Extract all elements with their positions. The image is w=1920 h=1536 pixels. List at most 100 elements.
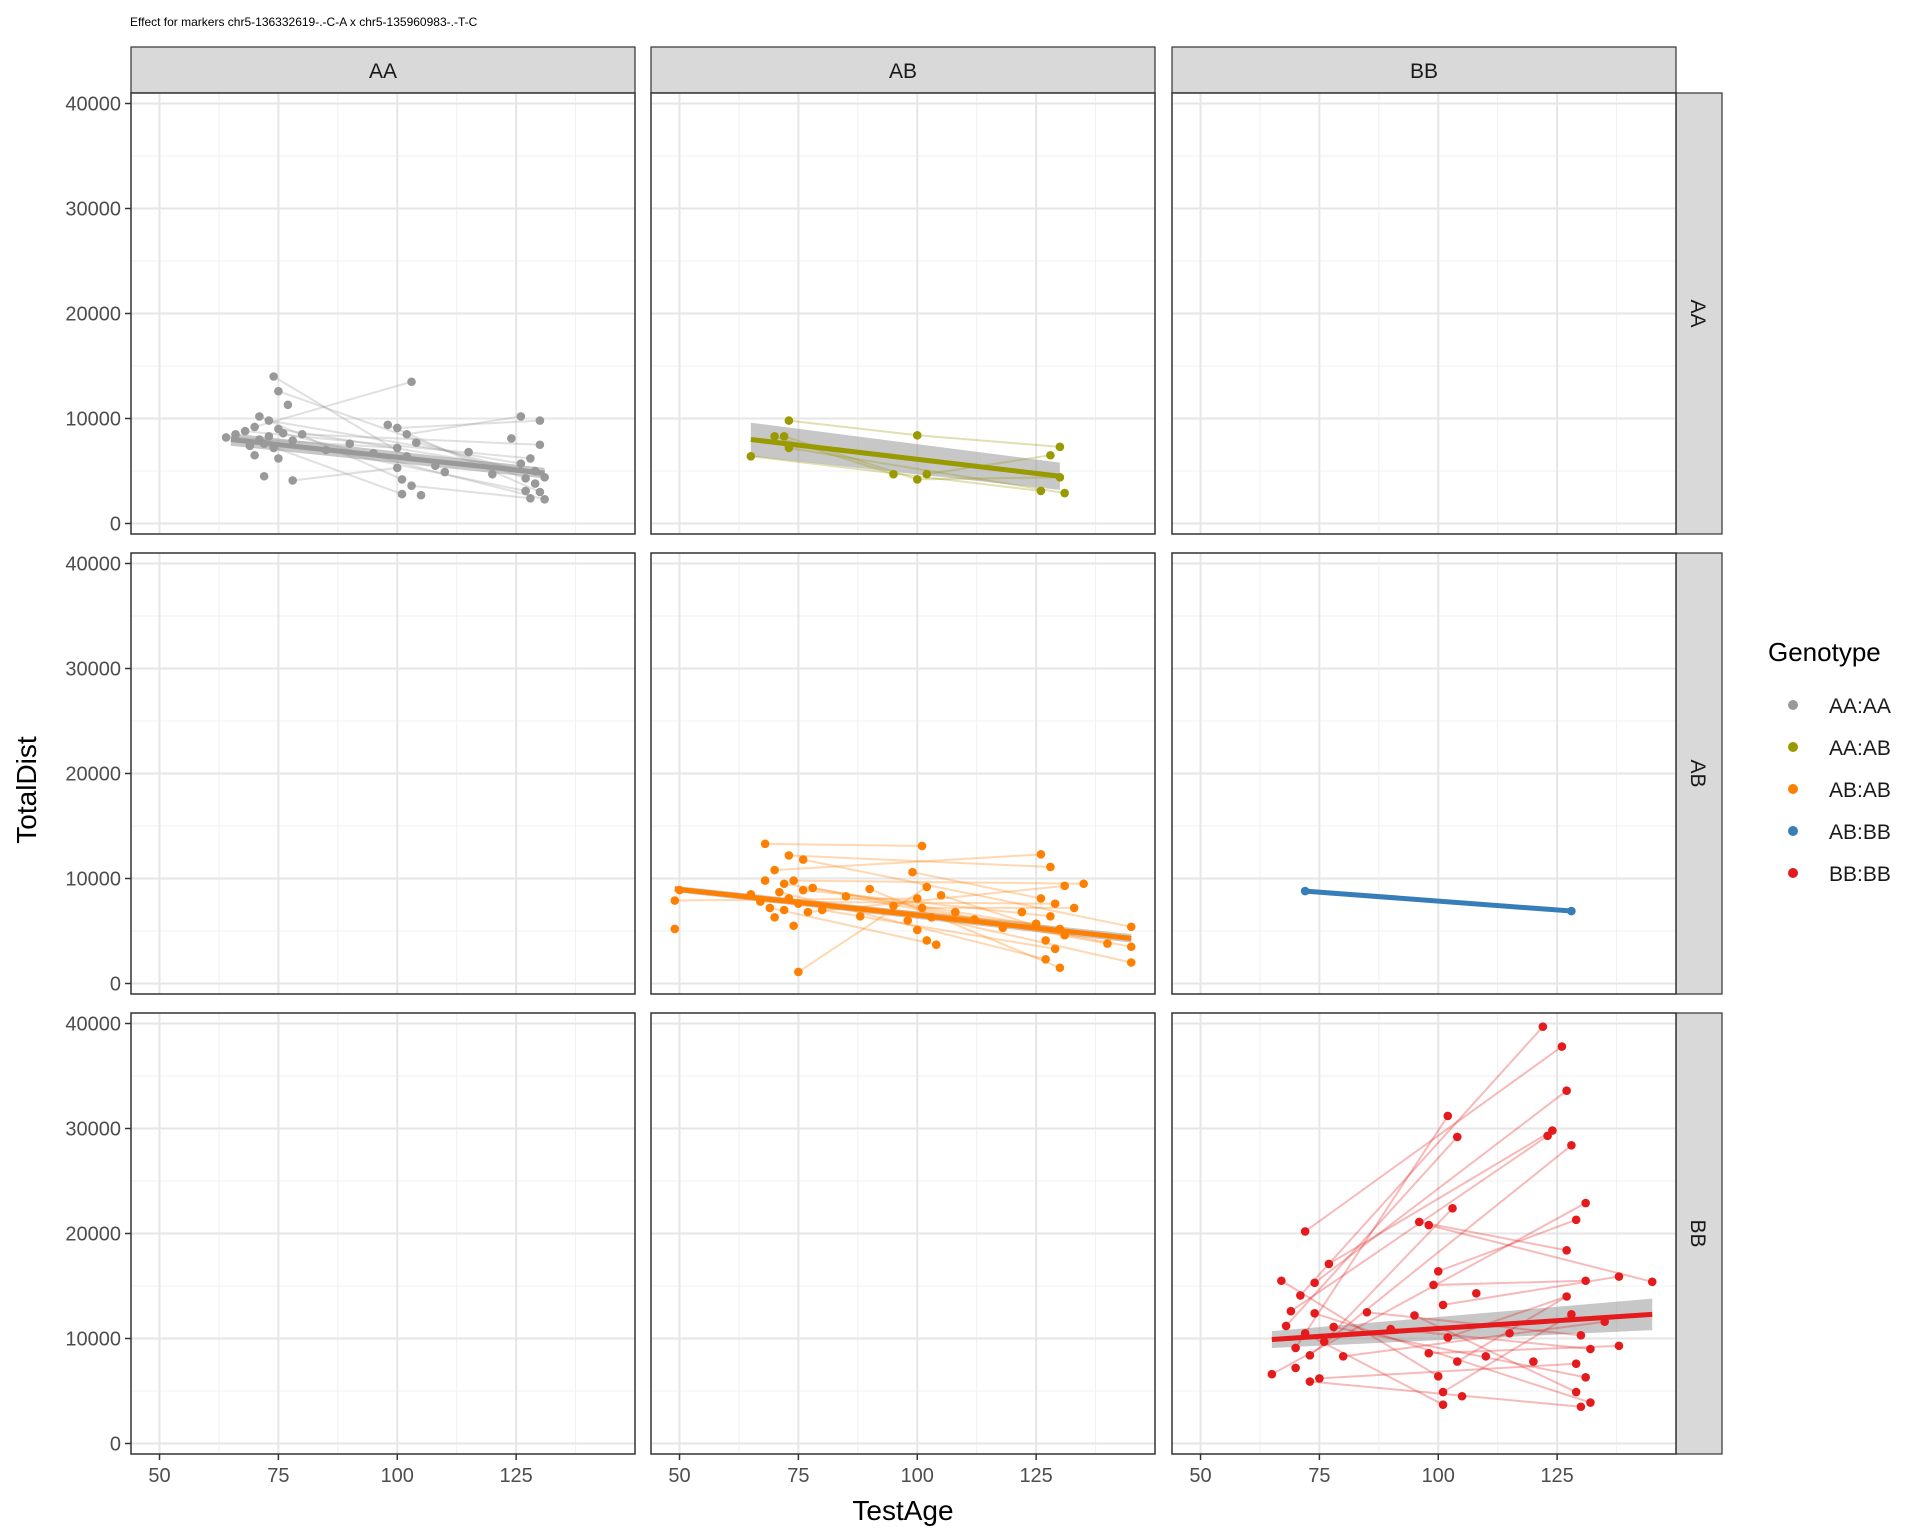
data-point xyxy=(1291,1343,1300,1353)
series-aa-ab xyxy=(746,416,1069,498)
facet-panels: AA AB BB AA AB BB 0 10000 20000 30000 40000 0 10000 2… xyxy=(65,46,1723,1487)
trajectory-line xyxy=(387,423,541,493)
data-point xyxy=(416,490,426,500)
trajectory-line xyxy=(917,476,1060,481)
data-point xyxy=(779,879,789,889)
y-tick-label: 30000 xyxy=(65,199,121,221)
data-point xyxy=(221,433,231,442)
data-point xyxy=(1586,1398,1595,1407)
data-point xyxy=(1581,1276,1590,1286)
panel-ab-bb xyxy=(1172,553,1676,994)
series-ab-bb xyxy=(1300,886,1576,916)
trajectory-line xyxy=(1437,1218,1577,1273)
data-point xyxy=(1291,1363,1300,1373)
y-tick-label: 40000 xyxy=(65,1014,121,1036)
data-point xyxy=(392,443,402,453)
panel-border xyxy=(650,92,1156,535)
data-point xyxy=(1036,894,1046,903)
data-point xyxy=(789,921,798,931)
data-point xyxy=(269,372,278,381)
panel-bb-bb xyxy=(1172,1013,1676,1454)
y-axis-label: TotalDist xyxy=(11,736,42,844)
trajectory-line xyxy=(1456,1295,1568,1363)
column-strip-box xyxy=(1171,46,1677,94)
panel-border xyxy=(1171,1012,1677,1455)
legend-item-aa-aa: AA:AA xyxy=(1788,695,1891,718)
trajectory-line xyxy=(1304,1332,1444,1406)
data-point xyxy=(231,429,240,439)
data-point xyxy=(1481,1352,1491,1361)
data-point xyxy=(411,438,421,447)
data-point xyxy=(464,447,473,457)
data-point xyxy=(521,486,530,496)
trajectory-line xyxy=(1390,1328,1591,1350)
data-point xyxy=(392,463,402,473)
data-point xyxy=(1310,1278,1319,1288)
trajectory-line xyxy=(1343,1320,1605,1358)
column-strip-label: AB xyxy=(889,60,917,83)
data-point xyxy=(1055,442,1065,452)
data-point xyxy=(1424,1348,1434,1358)
data-point xyxy=(951,907,960,917)
data-point xyxy=(288,436,297,445)
data-point xyxy=(1429,1280,1438,1290)
data-point xyxy=(1438,1400,1448,1409)
fit-line xyxy=(750,437,1061,479)
legend-key xyxy=(1788,784,1798,794)
data-point xyxy=(1281,1321,1291,1331)
trajectory-line xyxy=(1294,1115,1449,1349)
data-point xyxy=(1267,1369,1277,1379)
data-point xyxy=(1338,1352,1348,1361)
trajectory-line xyxy=(278,428,536,472)
trajectory-line xyxy=(1280,1279,1439,1378)
data-point xyxy=(775,887,784,897)
data-point xyxy=(889,469,898,479)
data-point xyxy=(1443,1333,1453,1342)
data-point xyxy=(1079,879,1088,889)
data-point xyxy=(912,475,922,484)
data-point xyxy=(670,896,680,905)
data-point xyxy=(1586,1344,1595,1354)
data-point xyxy=(1126,942,1136,952)
trajectory-line xyxy=(406,415,522,436)
panel-border xyxy=(1171,92,1677,535)
data-point xyxy=(278,428,288,438)
legend-items: AA:AA AA:AB AB:AB AB:BB BB:BB xyxy=(1788,695,1891,886)
trajectory-line xyxy=(1428,1224,1653,1283)
panel-aa-bb xyxy=(1172,93,1676,534)
data-point xyxy=(1286,1306,1296,1316)
data-point xyxy=(1296,1291,1305,1300)
trajectory-line xyxy=(302,433,540,446)
column-strip-box xyxy=(130,46,636,94)
series-ab-ab xyxy=(670,839,1136,977)
panel-aa-aa xyxy=(131,93,635,534)
data-point xyxy=(1433,1267,1443,1276)
data-point xyxy=(803,907,813,917)
trajectory-line xyxy=(245,430,531,460)
trajectory-line xyxy=(1419,1220,1567,1252)
data-point xyxy=(1060,881,1069,891)
data-point xyxy=(1050,944,1060,954)
data-point xyxy=(798,885,808,895)
legend-label: AA:AB xyxy=(1829,737,1891,760)
data-point xyxy=(1576,1331,1586,1340)
row-strip-label: AB xyxy=(1686,759,1709,787)
data-point xyxy=(1305,1377,1315,1386)
trajectory-line xyxy=(674,897,918,902)
data-point xyxy=(1452,1357,1462,1366)
data-point xyxy=(917,903,927,913)
y-tick-label: 30000 xyxy=(65,1119,121,1141)
fit-line xyxy=(674,886,1132,941)
trajectory-line xyxy=(931,916,1132,964)
data-point xyxy=(535,440,545,450)
trajectory-line xyxy=(774,853,1041,872)
data-point xyxy=(1581,1373,1590,1382)
data-point xyxy=(1103,939,1112,948)
data-point xyxy=(526,494,535,503)
trajectory-line xyxy=(1442,1313,1572,1393)
trajectory-line xyxy=(926,454,1051,476)
trajectory-line xyxy=(1333,1325,1586,1379)
data-point xyxy=(274,454,283,463)
legend-item-bb-bb: BB:BB xyxy=(1788,863,1891,886)
panel-bb-aa xyxy=(131,1013,635,1454)
